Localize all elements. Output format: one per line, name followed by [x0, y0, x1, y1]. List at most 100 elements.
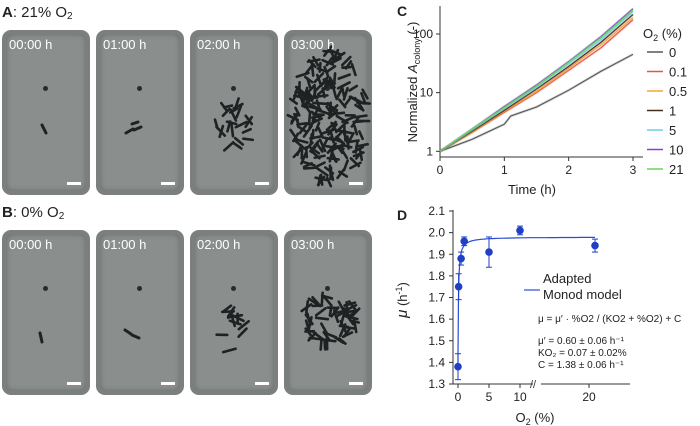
bacterium [292, 147, 303, 159]
bacterium [353, 124, 359, 136]
bacterium [296, 122, 308, 126]
bacterium [349, 161, 362, 170]
bacterium [302, 166, 318, 170]
bacterium [315, 99, 322, 113]
bacteria-cells [213, 97, 255, 152]
bacterium [332, 309, 340, 324]
bacterium [342, 86, 349, 101]
micrograph-a-t2: 02:00 h [190, 30, 278, 195]
bacterium [333, 336, 345, 344]
series-band [439, 53, 634, 153]
bacterium [318, 61, 322, 73]
bacterium [325, 144, 337, 149]
y-tick-label: 100 [413, 27, 433, 41]
y-tick-label: 2.0 [428, 226, 445, 240]
bacterium [325, 56, 334, 67]
bacterium [213, 118, 219, 130]
timestamp: 00:00 h [9, 237, 53, 252]
bacterium [358, 148, 364, 162]
bacterium [307, 101, 318, 110]
param-k: KO₂ = 0.07 ± 0.02% [538, 348, 627, 359]
micrograph-a-t0: 00:00 h [2, 30, 90, 195]
bacterium [235, 104, 243, 119]
bacterium [333, 72, 337, 83]
bacterium [321, 87, 326, 99]
bacterium [233, 97, 240, 111]
bacterium [302, 124, 313, 138]
legend-label: 0.5 [669, 84, 687, 99]
bacterium [335, 86, 344, 101]
bacterium [320, 137, 329, 152]
scale-bar [67, 382, 81, 385]
bacterium [314, 121, 321, 132]
bacterium [310, 110, 321, 120]
bacterium [244, 115, 254, 129]
bacterium [305, 88, 315, 100]
legend-label: 21 [669, 162, 683, 177]
series-line-21 [439, 9, 634, 152]
bacterium [340, 143, 353, 149]
bacterium [225, 120, 238, 126]
bacterium [318, 138, 327, 153]
bacterium [311, 296, 322, 308]
y-tick-label: 1.6 [428, 312, 445, 326]
bacterium [329, 104, 339, 113]
bacteria-cells [286, 45, 371, 188]
bacterium [218, 124, 225, 139]
bacterium [356, 101, 371, 105]
bacterium [300, 151, 308, 165]
scale-bar [67, 182, 81, 185]
bacteria-cells [300, 291, 361, 351]
bacterium [326, 65, 337, 73]
bacterium [344, 312, 355, 326]
bacterium [358, 130, 364, 141]
x-axis-label: Time (h) [508, 182, 556, 197]
bacterium [361, 88, 369, 100]
x-tick-label: 2 [565, 163, 572, 177]
bacterium [352, 145, 365, 154]
bacterium [302, 162, 313, 169]
bacterium [315, 73, 323, 88]
x-axis-label: O2 (%) [516, 410, 555, 426]
bacterium [320, 291, 324, 307]
bacterium [340, 55, 352, 67]
micrograph-b-t1: 01:00 h [96, 230, 184, 395]
scale-bar [349, 382, 363, 385]
data-point [457, 254, 465, 263]
y-tick-label: 10 [420, 86, 434, 100]
bacterium [319, 76, 329, 87]
series-line-0 [439, 53, 634, 152]
bacterium [232, 141, 243, 150]
series-line-0.5 [439, 17, 634, 152]
legend-label: 0 [669, 45, 676, 60]
data-point [454, 282, 463, 291]
bacterium [360, 92, 367, 105]
bacterium [329, 169, 335, 182]
bacterium [305, 299, 310, 314]
bacterium [315, 161, 326, 168]
legend-label: 0.1 [669, 65, 687, 80]
bacterium [222, 304, 233, 313]
bacterium [298, 122, 309, 135]
bacterium [231, 314, 245, 323]
legend-title: O2 (%) [643, 26, 682, 43]
y-tick-label: 1.7 [428, 291, 445, 305]
bacterium [221, 347, 237, 354]
bacterium [237, 327, 248, 338]
bacterium [230, 122, 235, 138]
bacterium [307, 316, 313, 331]
bacterium [329, 130, 335, 144]
bacterium [319, 337, 323, 351]
timestamp: 03:00 h [291, 37, 335, 52]
scale-bar [161, 182, 175, 185]
bacterium [342, 159, 349, 172]
bacterium [307, 110, 312, 126]
data-point [591, 241, 599, 250]
panel-d-letter: D [397, 207, 407, 223]
bacterium [312, 101, 328, 106]
bacterium [294, 90, 307, 96]
y-tick-label: 1.5 [428, 334, 445, 348]
micrograph-b-t2: 02:00 h [190, 230, 278, 395]
bacterium [299, 96, 306, 109]
